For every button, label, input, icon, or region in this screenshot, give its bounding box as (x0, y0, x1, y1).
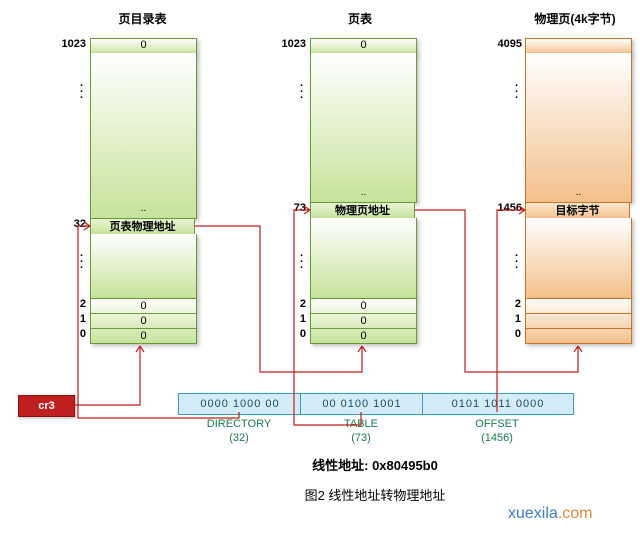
pd-top-index: 1023 (50, 38, 86, 50)
pp-ellipsis-upper: .. (526, 187, 631, 198)
pt-dots-lower: ... (300, 250, 303, 268)
pt-top-value: 0 (311, 39, 416, 51)
pp-dots-lower: ... (515, 250, 518, 268)
pp-bottom-cells (525, 298, 632, 344)
pt-idx-2: 2 (290, 298, 306, 310)
pp-row-1 (526, 313, 631, 328)
addr-directory-bits: 0000 1000 00 (178, 393, 302, 415)
pt-row-2: 0 (311, 298, 416, 313)
pd-idx-2: 2 (70, 298, 86, 310)
pt-row-0: 0 (311, 328, 416, 343)
pt-body-lower (310, 218, 417, 299)
pd-entry-index: 32 (60, 218, 86, 230)
pd-row-1: 0 (91, 313, 196, 328)
addr-directory-val: (32) (178, 432, 300, 444)
watermark: xuexila.com (508, 505, 592, 523)
addr-offset-bits: 0101 1011 0000 (422, 393, 574, 415)
pt-dots-upper: ... (300, 80, 303, 98)
addr-table-val: (73) (300, 432, 422, 444)
pp-body-lower (525, 218, 632, 299)
title-page-table: 页表 (330, 10, 390, 27)
title-page-directory: 页目录表 (95, 10, 190, 27)
addr-offset-val: (1456) (422, 432, 572, 444)
cr3-register: cr3 (18, 395, 75, 417)
addr-offset-label: OFFSET (422, 418, 572, 430)
pt-body-upper: .. (310, 53, 417, 203)
watermark-pre: xuexila (508, 505, 558, 522)
pt-entry-index: 73 (280, 202, 306, 214)
pd-top-value: 0 (91, 39, 196, 51)
pp-idx-2: 2 (505, 298, 521, 310)
pd-ellipsis-upper: .. (91, 203, 196, 214)
pp-idx-0: 0 (505, 328, 521, 340)
pd-row-0: 0 (91, 328, 196, 343)
figure-caption: 图2 线性地址转物理地址 (250, 485, 500, 504)
addr-table-bits: 00 0100 1001 (300, 393, 424, 415)
pt-bottom-cells: 0 0 0 (310, 298, 417, 344)
pt-idx-0: 0 (290, 328, 306, 340)
pd-idx-0: 0 (70, 328, 86, 340)
pt-row-1: 0 (311, 313, 416, 328)
addr-table-label: TABLE (300, 418, 422, 430)
pt-idx-1: 1 (290, 313, 306, 325)
pp-idx-1: 1 (505, 313, 521, 325)
pp-body-upper: .. (525, 53, 632, 203)
pt-top-index: 1023 (270, 38, 306, 50)
pd-dots-upper: ... (80, 80, 83, 98)
addr-directory-label: DIRECTORY (178, 418, 300, 430)
pt-ellipsis-upper: .. (311, 187, 416, 198)
pd-dots-lower: ... (80, 250, 83, 268)
pd-row-2: 0 (91, 298, 196, 313)
title-physical-page: 物理页(4k字节) (515, 10, 635, 27)
pd-body-lower (90, 234, 197, 299)
pp-row-2 (526, 298, 631, 313)
pp-top-index: 4095 (486, 38, 522, 50)
pd-idx-1: 1 (70, 313, 86, 325)
pp-entry-index: 1456 (488, 202, 522, 214)
watermark-suffix: .com (558, 505, 593, 522)
linear-address-text: 线性地址: 0x80495b0 (250, 455, 500, 474)
pp-row-0 (526, 328, 631, 343)
pd-bottom-cells: 0 0 0 (90, 298, 197, 344)
pd-body-upper: .. (90, 53, 197, 219)
pp-dots-upper: ... (515, 80, 518, 98)
